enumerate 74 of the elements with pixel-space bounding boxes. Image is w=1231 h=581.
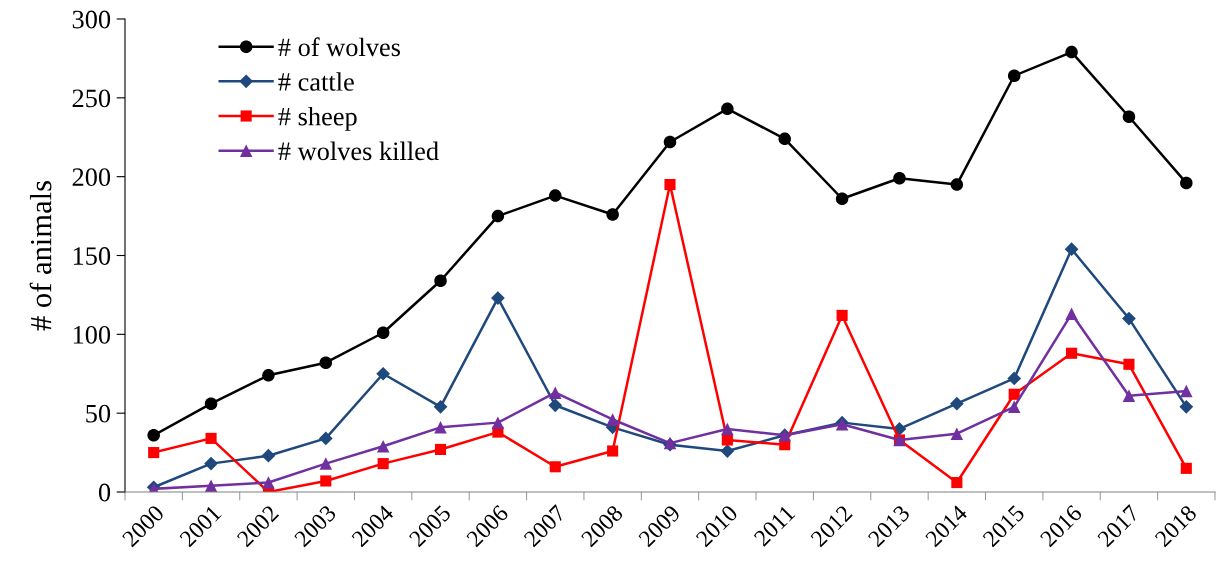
point [1066, 347, 1078, 359]
point [607, 445, 619, 457]
point [950, 178, 964, 191]
y-tick-label: 0 [98, 483, 111, 502]
point [1122, 311, 1136, 326]
y-tick-label: 100 [73, 325, 111, 344]
point [320, 475, 332, 487]
point [721, 434, 733, 446]
y-tick-label: 250 [72, 89, 111, 108]
point [261, 448, 276, 463]
point [204, 397, 218, 410]
point [147, 428, 160, 442]
point [1180, 176, 1193, 190]
point [721, 422, 734, 436]
y-axis-title: # of animals [29, 181, 52, 331]
point [1122, 389, 1136, 403]
point [893, 171, 906, 185]
legend-label: # of wolves [278, 37, 400, 57]
legend-label: # wolves killed [278, 141, 439, 161]
point [491, 416, 505, 429]
point [1122, 110, 1136, 123]
point [836, 309, 848, 321]
point [835, 192, 849, 205]
point [663, 135, 677, 149]
point [262, 369, 275, 382]
point [721, 102, 734, 116]
legend-label: # sheep [278, 106, 357, 131]
y-tick-label: 150 [73, 247, 111, 265]
point [1180, 462, 1192, 474]
point [262, 476, 275, 489]
point [376, 440, 390, 453]
point [1179, 399, 1194, 414]
point [951, 476, 963, 489]
point [433, 399, 448, 414]
point [720, 444, 735, 458]
point [1065, 307, 1078, 321]
y-tick-label: 50 [86, 404, 111, 423]
x-tick-label: 2011 [753, 504, 796, 547]
point [549, 386, 562, 399]
y-tick-label: 300 [72, 10, 111, 29]
point [148, 447, 160, 459]
point [434, 274, 447, 287]
point [1007, 69, 1021, 83]
point [491, 291, 505, 305]
point [434, 443, 447, 455]
point [319, 356, 333, 369]
point [1064, 242, 1079, 257]
legend-label: # cattle [278, 72, 354, 91]
point [1065, 45, 1078, 59]
point [549, 189, 562, 202]
point [606, 413, 619, 426]
point [606, 208, 619, 221]
point [949, 396, 964, 411]
point [1123, 358, 1135, 370]
point [549, 461, 561, 473]
point [376, 326, 390, 340]
point [950, 427, 964, 440]
point [319, 457, 333, 470]
point [205, 432, 217, 444]
point [376, 366, 391, 381]
point [377, 458, 389, 470]
x-tick-label: 2001 [178, 504, 222, 548]
y-tick-label: 200 [72, 168, 111, 187]
point [491, 209, 505, 223]
point [1007, 400, 1021, 414]
point [204, 456, 218, 471]
point [1180, 384, 1193, 398]
point [1007, 371, 1022, 386]
point [664, 178, 676, 191]
point [548, 398, 563, 413]
point [778, 132, 791, 146]
point [434, 421, 447, 434]
point [1008, 388, 1020, 400]
point [318, 431, 333, 446]
